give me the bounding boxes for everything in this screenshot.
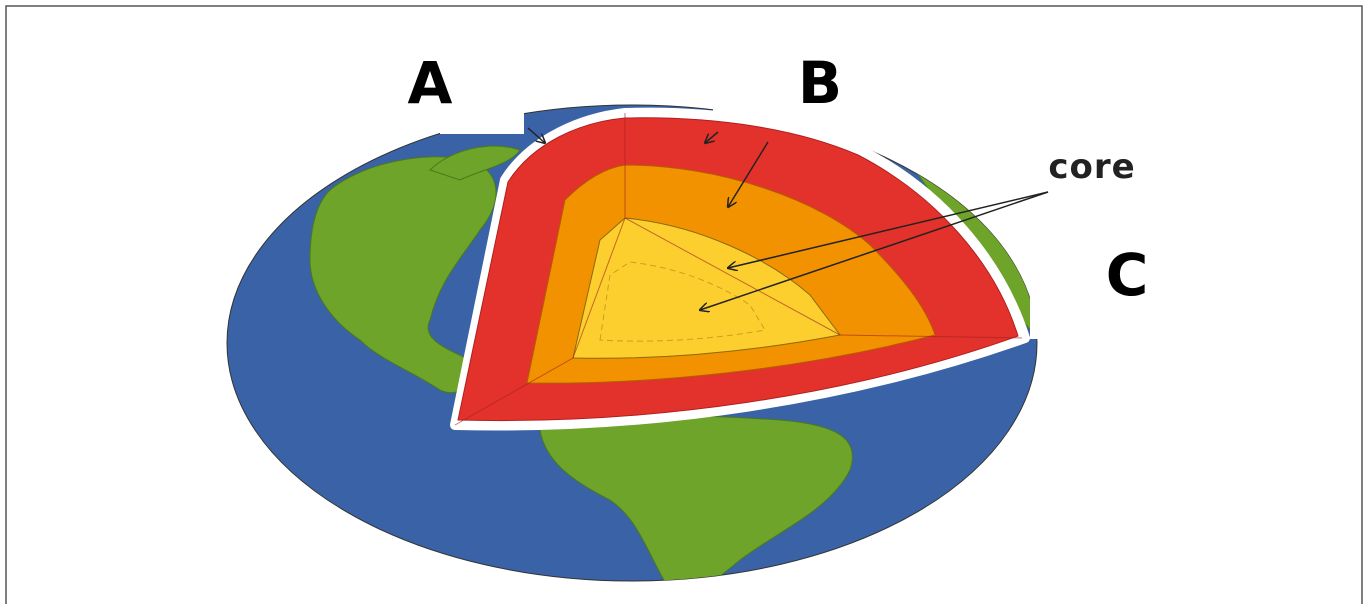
arrows bbox=[527, 127, 1049, 310]
mask bbox=[440, 96, 524, 134]
earth-cutaway bbox=[450, 107, 1030, 431]
mask bbox=[1030, 144, 1038, 339]
label-core: core bbox=[1048, 147, 1135, 187]
label-b: B bbox=[798, 49, 842, 117]
label-a: A bbox=[408, 49, 453, 117]
label-c: C bbox=[1106, 241, 1149, 309]
